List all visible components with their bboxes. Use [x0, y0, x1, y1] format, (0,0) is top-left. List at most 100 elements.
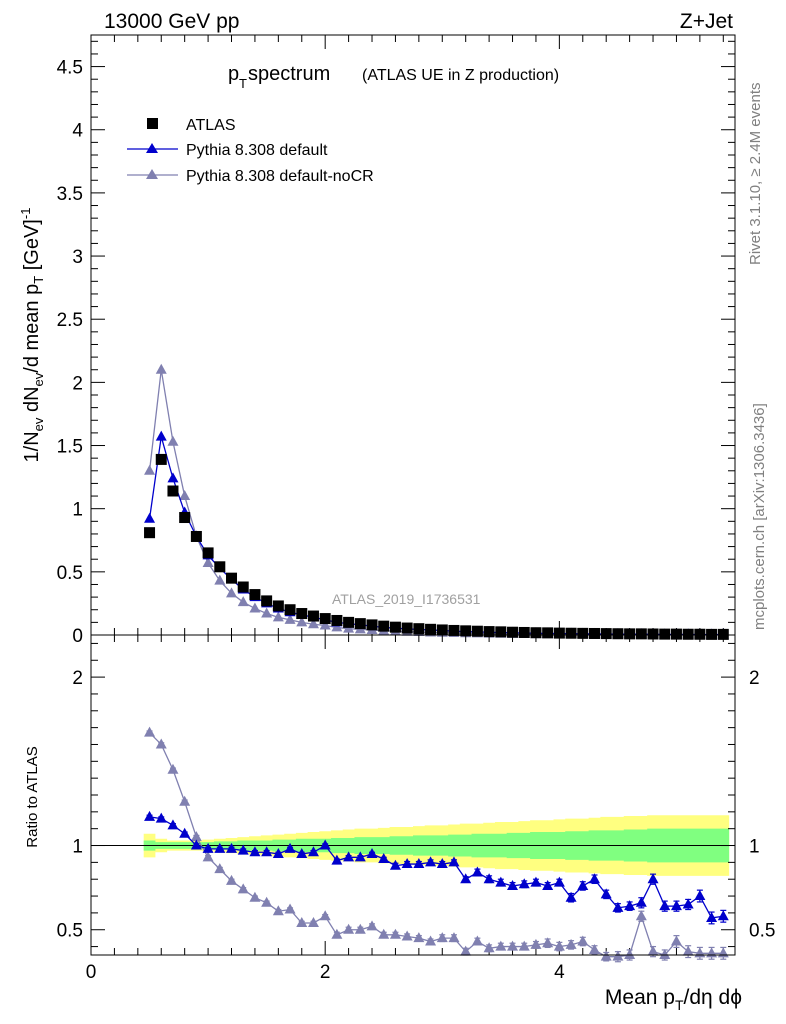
atlas-data-point	[635, 628, 647, 640]
ratio-series-point-0	[190, 839, 202, 850]
ratio-series-point-1	[354, 923, 366, 934]
atlas-data-point	[624, 628, 636, 640]
ratio-series-point-0	[659, 900, 671, 911]
main-series-point-2	[167, 435, 179, 446]
ratio-series-point-1	[261, 896, 273, 907]
atlas-data-point	[612, 628, 624, 640]
atlas-data-point	[600, 628, 612, 640]
main-y-tick-label: 3	[72, 247, 83, 268]
main-series-point-2	[249, 602, 261, 613]
ratio-series-point-1	[635, 910, 647, 921]
ratio-series-point-1	[319, 910, 331, 921]
main-axis-ticks: 0 0.5 1 1.5 2 2.5 3 3.5 4 4.5	[57, 35, 735, 647]
ratio-series-point-1	[460, 945, 472, 956]
main-y-tick-label: 4	[72, 121, 83, 142]
ratio-series-point-0	[518, 878, 530, 889]
ratio-series-point-0	[460, 873, 472, 884]
main-y-tick-label: 1.5	[57, 437, 83, 458]
ratio-series-point-0	[530, 876, 542, 887]
main-series-point-2	[319, 619, 331, 630]
ratio-series-point-1	[495, 940, 507, 951]
ratio-y-tick-label-right: 1	[749, 837, 760, 858]
analysis-watermark: ATLAS_2019_I1736531	[332, 591, 481, 607]
atlas-data-point	[495, 626, 507, 638]
ratio-series-point-1	[425, 935, 437, 946]
ratio-series-point-1	[612, 950, 624, 961]
main-y-tick-label: 1	[72, 500, 83, 521]
atlas-data-point	[296, 608, 308, 620]
atlas-data-point	[682, 628, 694, 640]
ratio-series-point-0	[670, 900, 682, 911]
legend: ATLAS Pythia 8.308 default Pythia 8.308 …	[127, 117, 374, 185]
ratio-series-point-0	[542, 879, 554, 890]
ratio-series-point-1	[553, 940, 565, 951]
atlas-data-point	[448, 624, 460, 636]
atlas-data-point	[518, 626, 530, 638]
beam-label: 13000 GeV pp	[104, 10, 239, 33]
legend-default-label: Pythia 8.308 default	[186, 142, 328, 159]
main-y-tick-label: 2	[72, 373, 83, 394]
ratio-series-point-0	[425, 856, 437, 867]
main-series-point-1	[155, 430, 167, 441]
main-series-point-1	[144, 512, 156, 523]
ratio-series-group	[144, 726, 729, 963]
ratio-series-point-0	[612, 901, 624, 912]
atlas-data-point	[343, 616, 355, 628]
ratio-series-point-1	[296, 917, 308, 927]
atlas-data-point	[659, 628, 671, 640]
ratio-series-point-1	[202, 851, 214, 862]
ratio-series-point-0	[167, 819, 179, 830]
ratio-series-point-0	[448, 856, 460, 867]
ratio-series-point-1	[190, 831, 202, 842]
main-series-point-2	[296, 616, 308, 627]
process-label: Z+Jet	[680, 10, 733, 33]
ratio-series-point-1	[588, 943, 600, 954]
ratio-series-point-1	[155, 738, 167, 749]
atlas-data-point	[214, 561, 226, 573]
legend-nocr-marker	[146, 169, 158, 179]
main-series-point-2	[144, 464, 156, 475]
main-y-tick-label: 0.5	[57, 563, 83, 584]
atlas-data-point	[530, 627, 542, 639]
atlas-data-point	[413, 623, 425, 635]
ratio-series-point-0	[647, 873, 659, 884]
legend-atlas-marker	[147, 118, 158, 129]
atlas-data-point	[167, 485, 179, 497]
ratio-series-point-1	[389, 928, 401, 939]
ratio-y-tick-label-left: 0.5	[57, 921, 83, 942]
main-y-tick-label: 2.5	[57, 310, 83, 331]
ratio-series-point-0	[179, 827, 191, 838]
ratio-series-point-1	[542, 937, 554, 948]
ratio-series-point-1	[366, 920, 378, 931]
ratio-series-point-1	[717, 947, 729, 958]
atlas-data-point	[190, 530, 202, 542]
legend-nocr-label: Pythia 8.308 default-noCR	[186, 168, 374, 185]
atlas-data-point	[542, 627, 554, 639]
ratio-series-point-0	[389, 859, 401, 870]
ratio-series-point-0	[694, 890, 706, 901]
atlas-data-point	[471, 625, 483, 637]
mcplots-reference-label: mcplots.cern.ch [arXiv:1306.3436]	[751, 403, 768, 630]
ratio-series-point-1	[307, 917, 319, 927]
ratio-series-point-0	[635, 896, 647, 907]
atlas-data-point	[319, 613, 331, 625]
ratio-y-tick-label-left: 1	[72, 837, 83, 858]
atlas-data-point	[565, 627, 577, 639]
ratio-series-point-1	[284, 903, 296, 914]
main-series-point-2	[261, 607, 273, 618]
ratio-y-tick-label-right: 0.5	[749, 921, 775, 942]
atlas-data-point	[436, 624, 448, 636]
x-tick-label: 0	[86, 962, 97, 983]
ratio-series-point-1	[144, 726, 156, 737]
ratio-series-point-0	[401, 858, 413, 869]
x-tick-label: 2	[320, 962, 331, 983]
ratio-series-point-0	[577, 879, 589, 890]
ratio-series-point-0	[214, 842, 226, 853]
ratio-series-point-0	[296, 847, 308, 858]
ratio-series-point-0	[706, 911, 718, 922]
title-subscript-t: T	[239, 76, 247, 91]
main-series-point-2	[226, 587, 238, 598]
atlas-data-point	[425, 623, 437, 635]
ratio-series-point-0	[144, 810, 156, 821]
